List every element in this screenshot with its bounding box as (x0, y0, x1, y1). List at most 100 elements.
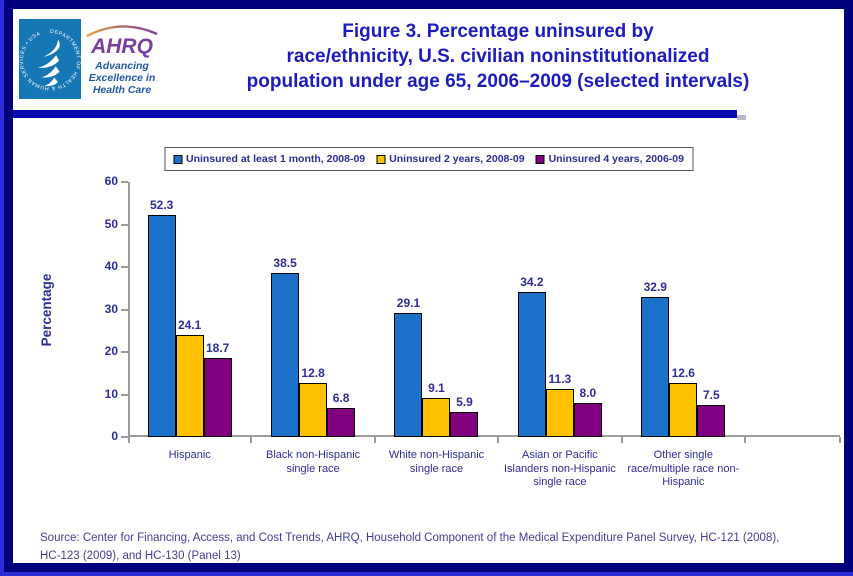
category-group: 29.1 9.1 5.9 (375, 182, 498, 437)
y-tick-label: 50 (104, 216, 118, 231)
bar-unit: 34.2 (517, 182, 546, 437)
bar-value-label: 8.0 (579, 386, 597, 400)
ahrq-tagline: Advancing Excellence in Health Care (89, 60, 156, 96)
bar-unit: 52.3 (147, 182, 176, 437)
bar (394, 313, 423, 437)
bar (327, 408, 356, 437)
svg-text:DEPARTMENT OF HEALTH & HUMAN S: DEPARTMENT OF HEALTH & HUMAN SERVICES • … (19, 29, 81, 91)
ahrq-logo: AHRQ Advancing Excellence in Health Care (83, 19, 161, 99)
bar (697, 405, 726, 437)
bar-unit: 12.8 (299, 182, 328, 437)
category-label-line: Other single (653, 449, 713, 461)
legend-item-label: Uninsured 2 years, 2008-09 (389, 153, 525, 165)
bar-value-label: 18.7 (206, 340, 230, 355)
bar (545, 388, 574, 437)
category-label: Black non-Hispanic single race (238, 449, 388, 476)
bar (669, 383, 698, 437)
legend-swatch-icon (535, 154, 545, 164)
y-tick (121, 266, 128, 268)
bar-value-label: 9.1 (428, 381, 445, 396)
chart-legend: Uninsured at least 1 month, 2008-09 Unin… (164, 147, 693, 171)
category-group: 34.2 11.3 8.0 (498, 182, 621, 437)
x-tick (744, 437, 746, 443)
y-tick-label: 20 (104, 344, 118, 358)
legend-swatch-icon (173, 154, 182, 164)
ahrq-swoosh-icon (86, 24, 158, 37)
bar-value-label: 34.2 (520, 274, 544, 289)
legend-item-label: Uninsured at least 1 month, 2008-09 (186, 153, 366, 165)
category-label-line: single race (286, 462, 340, 475)
ahrq-wordmark: AHRQ (91, 34, 153, 58)
category-label-line: Asian or Pacific (521, 449, 598, 461)
y-tick (121, 308, 128, 311)
figure-title-line: population under age 65, 2006–2009 (sele… (246, 71, 750, 92)
x-tick (250, 437, 253, 443)
category-label-line: single race (409, 462, 464, 475)
source-line: Source: Center for Financing, Access, an… (40, 532, 780, 544)
bar (450, 411, 479, 437)
category-label-line: Hispanic (662, 476, 705, 488)
legend-item: Uninsured 4 years, 2006-09 (535, 153, 684, 165)
legend-swatch-icon (376, 154, 386, 164)
category-label: Other single race/multiple race non- Hispa… (608, 449, 758, 490)
x-tick (620, 437, 623, 443)
bar-value-label: 32.9 (643, 280, 667, 295)
category-label-line: White non-Hispanic (388, 449, 485, 461)
category-label-line: single race (533, 476, 587, 488)
bar-unit: 12.6 (669, 182, 698, 437)
y-tick-label: 10 (104, 386, 118, 401)
hhs-seal-icon: DEPARTMENT OF HEALTH & HUMAN SERVICES • … (19, 19, 81, 99)
bar (422, 398, 451, 437)
figure-title-line: race/ethnicity, U.S. civilian noninstitu… (286, 46, 710, 67)
y-tick-label: 40 (104, 259, 118, 273)
ahrq-hhs-logo: DEPARTMENT OF HEALTH & HUMAN SERVICES • … (17, 17, 163, 101)
bar-unit: 24.1 (175, 182, 204, 437)
category-label: Asian or Pacific Islanders non-Hispanic si… (485, 449, 635, 490)
bar-value-label: 29.1 (396, 296, 421, 311)
header-divider-shadow (737, 115, 746, 120)
y-tick (121, 351, 128, 353)
bar-unit: 11.3 (545, 182, 574, 437)
bar (271, 273, 300, 437)
bar-unit: 38.5 (271, 182, 300, 437)
legend-item: Uninsured 2 years, 2008-09 (376, 153, 525, 165)
category-label-line: Hispanic (168, 449, 211, 461)
plot-area: 0 10 20 30 40 50 60 52.3 24.1 18.7 Hispanic 38.5 12.… (105, 174, 841, 488)
bar-unit: 5.9 (450, 182, 479, 437)
y-tick (121, 181, 128, 183)
hhs-eagle-icon: DEPARTMENT OF HEALTH & HUMAN SERVICES • … (19, 29, 81, 91)
bar-unit: 29.1 (394, 182, 423, 437)
bar-value-label: 6.8 (332, 391, 350, 406)
bar-value-label: 7.5 (702, 388, 720, 403)
slide-frame: DEPARTMENT OF HEALTH & HUMAN SERVICES • … (4, 0, 853, 572)
bar-value-label: 5.9 (456, 394, 473, 409)
x-tick (128, 437, 130, 443)
bar (641, 297, 670, 437)
y-tick (121, 436, 128, 438)
y-tick-label: 0 (111, 429, 118, 443)
x-axis-line (128, 435, 840, 437)
category-label: Hispanic (115, 449, 265, 463)
y-tick-label: 30 (104, 301, 118, 316)
category-group: 52.3 24.1 18.7 (128, 182, 251, 437)
tagline-line: Health Care (92, 83, 152, 96)
tagline-line: Advancing (95, 59, 149, 72)
bar (203, 357, 232, 437)
bar (147, 214, 176, 437)
bar-unit: 7.5 (697, 182, 726, 437)
category-group: 32.9 12.6 7.5 (622, 182, 745, 437)
header-divider (13, 110, 737, 118)
category-label-line: Black non-Hispanic (266, 449, 361, 461)
tagline-line: Excellence in (88, 71, 156, 84)
category-label-line: Islanders non-Hispanic (503, 462, 616, 475)
bar (175, 334, 204, 437)
bar (573, 403, 602, 437)
bar (299, 382, 328, 437)
y-axis-title: Percentage (39, 273, 54, 347)
bar-value-label: 12.8 (301, 365, 325, 380)
figure-title: Figure 3. Percentage uninsured by race/e… (163, 19, 833, 94)
bar (517, 291, 546, 437)
source-note: Source: Center for Financing, Access, an… (40, 529, 832, 565)
y-tick-label: 60 (104, 174, 118, 188)
